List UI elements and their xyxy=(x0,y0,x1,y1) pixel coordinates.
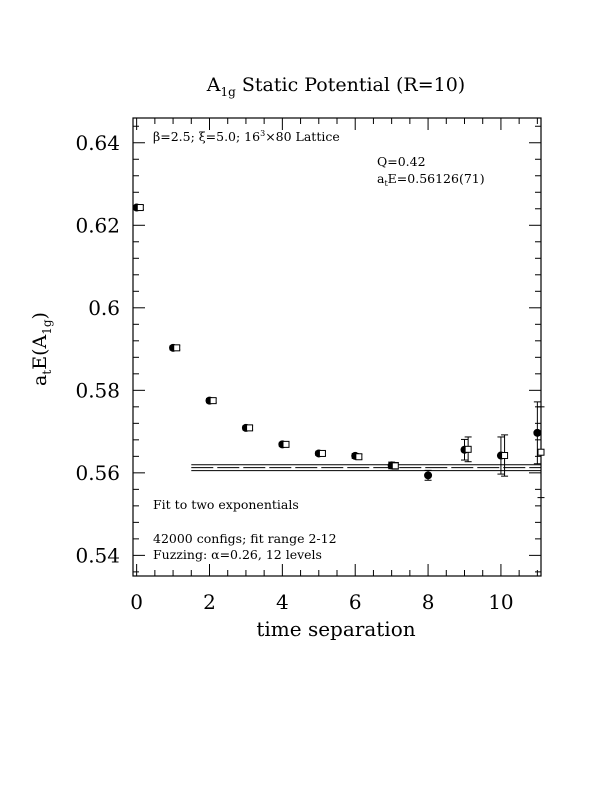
data-point-square xyxy=(537,448,545,456)
ylabel-t: t xyxy=(40,370,54,375)
x-axis-label: time separation xyxy=(256,617,415,641)
data-point-square xyxy=(318,449,326,457)
ylabel-g: 1g xyxy=(40,319,54,335)
data-point-circle xyxy=(424,471,433,480)
x-tick-label: 10 xyxy=(488,590,513,614)
lattice-params-text: β=2.5; ξ=5.0; 163×80 Lattice xyxy=(153,129,340,144)
data-point-square xyxy=(355,453,363,461)
x-tick-label: 8 xyxy=(422,590,435,614)
x-tick-label: 0 xyxy=(130,590,143,614)
title-main: A xyxy=(206,74,221,96)
data-point-square xyxy=(501,452,509,460)
y-tick-label: 0.54 xyxy=(75,543,120,567)
energy-rest: E=0.56126(71) xyxy=(388,171,485,186)
data-point-square xyxy=(136,204,144,212)
y-tick-label: 0.56 xyxy=(75,461,120,485)
x-tick-label: 2 xyxy=(203,590,216,614)
energy-value-text: atE=0.56126(71) xyxy=(377,171,485,188)
ticks-layer: 0 2 4 6 8 10 0.54 0.56 0.58 0.6 0.62 0.64 xyxy=(75,118,541,614)
data-point-square xyxy=(282,440,290,448)
y-tick-label: 0.64 xyxy=(75,131,120,155)
title-rest: Static Potential (R=10) xyxy=(236,74,465,96)
energy-a: a xyxy=(377,171,385,186)
data-point-square xyxy=(391,462,399,470)
data-point-square xyxy=(246,424,254,432)
params-sup: 3 xyxy=(260,129,265,138)
x-tick-label: 4 xyxy=(276,590,289,614)
fuzzing-text: Fuzzing: α=0.26, 12 levels xyxy=(153,547,322,562)
data-point-square xyxy=(209,397,217,405)
energy-t: t xyxy=(384,179,388,188)
y-tick-label: 0.58 xyxy=(75,378,120,402)
ylabel-close: ) xyxy=(29,312,51,319)
title-sub: 1g xyxy=(221,85,237,99)
params-suffix: ×80 Lattice xyxy=(265,129,340,144)
ylabel-E: E(A xyxy=(29,335,51,370)
data-point-square xyxy=(173,344,181,352)
x-tick-label: 6 xyxy=(349,590,362,614)
params-prefix: β=2.5; ξ=5.0; 16 xyxy=(153,129,260,144)
y-tick-label: 0.6 xyxy=(88,296,120,320)
chart-title: A1g Static Potential (R=10) xyxy=(206,74,465,99)
ylabel-a: a xyxy=(29,375,51,386)
data-point-square xyxy=(464,445,472,453)
configs-text: 42000 configs; fit range 2-12 xyxy=(153,531,337,546)
data-points-layer xyxy=(132,203,545,499)
y-tick-label: 0.62 xyxy=(75,213,120,237)
fit-label-text: Fit to two exponentials xyxy=(153,497,299,512)
fit-band xyxy=(191,464,541,472)
data-point-circle xyxy=(533,428,542,437)
y-axis-label: atE(A1g) xyxy=(29,312,54,386)
svg-text:atE(A1g): atE(A1g) xyxy=(29,312,54,386)
q-value-text: Q=0.42 xyxy=(377,154,426,169)
